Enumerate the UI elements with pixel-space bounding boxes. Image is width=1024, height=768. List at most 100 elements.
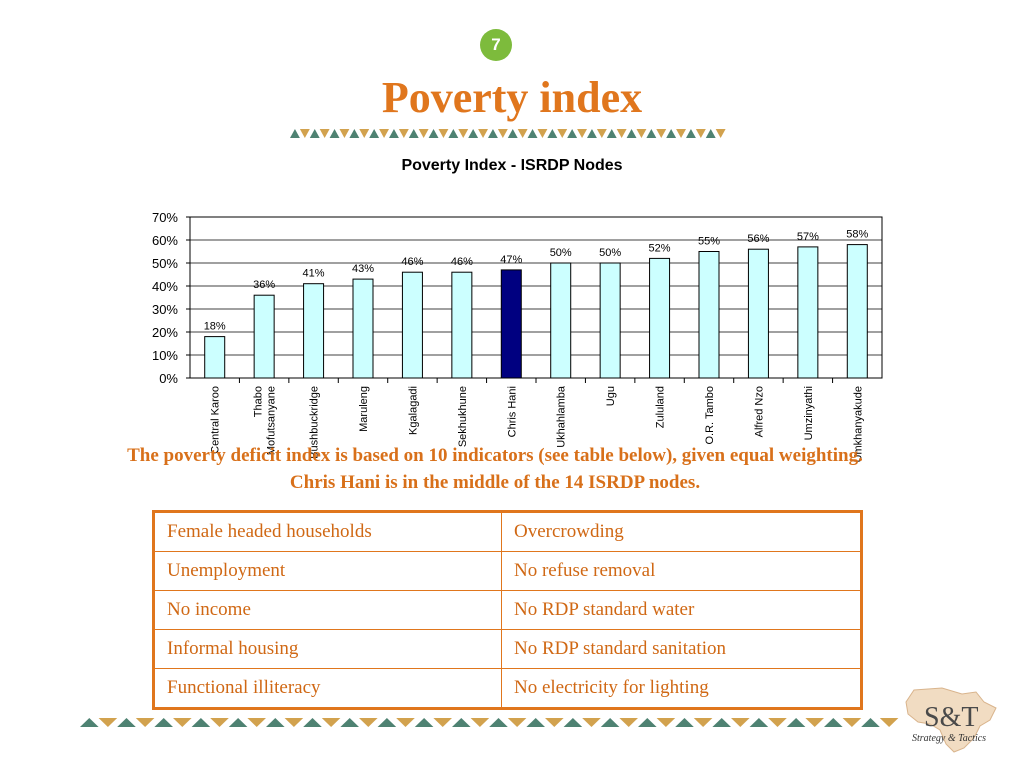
x-tick-label: ThaboMofutsanyane	[253, 386, 278, 455]
bar	[649, 257, 671, 379]
deco-triangle	[587, 129, 597, 138]
data-label: 46%	[451, 256, 473, 268]
deco-triangle	[527, 129, 538, 138]
deco-triangle	[98, 718, 118, 727]
svg-text:O.R. Tambo: O.R. Tambo	[704, 386, 716, 445]
top-triangle-border	[290, 129, 726, 138]
deco-triangle	[80, 718, 99, 727]
deco-triangle	[448, 129, 459, 138]
deco-triangle	[693, 718, 713, 727]
y-tick-label: 40%	[152, 279, 178, 294]
x-tick-label: Kgalagadi	[407, 386, 419, 435]
africa-map-icon	[905, 687, 997, 753]
svg-text:ThaboMofutsanyane: ThaboMofutsanyane	[253, 386, 278, 455]
bar	[253, 294, 275, 379]
x-tick-label: Central Karoo	[210, 386, 222, 454]
deco-triangle	[359, 718, 378, 727]
data-label: 58%	[846, 229, 868, 241]
deco-triangle	[805, 718, 824, 727]
deco-triangle	[731, 718, 750, 727]
caption-line-1: The poverty deficit index is based on 10…	[127, 445, 863, 466]
table-cell: No refuse removal	[501, 551, 862, 591]
deco-triangle	[489, 718, 508, 727]
deco-triangle	[428, 129, 439, 138]
bar	[846, 244, 868, 379]
deco-triangle	[842, 718, 862, 727]
table-row: Unemployment No refuse removal	[153, 551, 862, 591]
svg-text:Ukhahlamba: Ukhahlamba	[556, 385, 568, 448]
deco-triangle	[507, 718, 527, 727]
deco-triangle	[303, 718, 322, 727]
deco-triangle	[349, 129, 360, 138]
data-label: 41%	[303, 268, 325, 280]
deco-triangle	[247, 718, 266, 727]
deco-triangle	[321, 718, 341, 727]
table-row: No income No RDP standard water	[153, 590, 862, 630]
deco-triangle	[526, 718, 545, 727]
x-tick-label: Chris Hani	[506, 386, 518, 437]
data-label: 43%	[352, 263, 374, 275]
data-label: 52%	[649, 242, 671, 254]
data-label: 18%	[204, 321, 226, 333]
svg-text:Bushbuckridge: Bushbuckridge	[309, 386, 321, 459]
deco-triangle	[636, 129, 647, 138]
x-tick-label: Alfred Nzo	[753, 386, 765, 437]
deco-triangle	[600, 718, 620, 727]
data-label: 56%	[747, 233, 769, 245]
svg-text:Alfred Nzo: Alfred Nzo	[753, 386, 765, 437]
deco-triangle	[398, 129, 409, 138]
deco-triangle	[545, 718, 564, 727]
deco-triangle	[339, 129, 350, 138]
x-tick-label: Umkhanyakude	[852, 386, 864, 462]
svg-text:Maruleng: Maruleng	[358, 386, 370, 432]
x-tick-label: Umzinyathi	[803, 386, 815, 440]
table-row: Female headed households Overcrowding	[153, 511, 862, 552]
deco-triangle	[414, 718, 434, 727]
logo-mark: S&T	[924, 702, 979, 733]
deco-triangle	[290, 129, 300, 138]
deco-triangle	[117, 718, 136, 727]
data-label: 57%	[797, 231, 819, 243]
x-tick-label: Sekhukhune	[457, 386, 469, 447]
deco-triangle	[675, 718, 694, 727]
bar	[204, 336, 226, 379]
bar	[451, 271, 473, 379]
deco-triangle	[715, 129, 726, 138]
x-tick-label: Zululand	[655, 386, 667, 428]
deco-triangle	[173, 718, 192, 727]
x-tick-label: Ugu	[605, 386, 617, 406]
data-label: 36%	[253, 279, 275, 291]
x-tick-label: Ukhahlamba	[556, 385, 568, 448]
slide-title: Poverty index	[381, 73, 643, 122]
caption-line-2: Chris Hani is in the middle of the 14 IS…	[289, 472, 701, 493]
deco-triangle	[712, 718, 731, 727]
table-row: Informal housing No RDP standard sanitat…	[153, 629, 862, 669]
table-cell: No electricity for lighting	[501, 668, 862, 709]
svg-text:Sekhukhune: Sekhukhune	[457, 386, 469, 447]
svg-text:Chris Hani: Chris Hani	[506, 386, 518, 437]
slide-number: 7	[491, 35, 501, 54]
x-tick-label: Maruleng	[358, 386, 370, 432]
y-tick-label: 0%	[159, 371, 178, 386]
table-cell: Overcrowding	[501, 511, 862, 552]
deco-triangle	[567, 129, 578, 138]
deco-triangle	[547, 129, 558, 138]
deco-triangle	[695, 129, 706, 138]
y-tick-label: 50%	[152, 256, 178, 271]
data-label: 55%	[698, 236, 720, 248]
deco-triangle	[478, 129, 488, 138]
deco-triangle	[470, 718, 490, 727]
bar	[401, 271, 423, 379]
deco-triangle	[418, 129, 429, 138]
data-label: 50%	[550, 247, 572, 259]
deco-triangle	[408, 129, 419, 138]
deco-triangle	[468, 129, 479, 138]
bar	[352, 278, 374, 379]
y-tick-label: 70%	[152, 210, 178, 225]
deco-triangle	[359, 129, 370, 138]
table-cell: Informal housing	[153, 629, 502, 669]
deco-triangle	[377, 718, 397, 727]
deco-triangle	[319, 129, 330, 138]
table-cell: Female headed households	[153, 511, 502, 552]
deco-triangle	[749, 718, 769, 727]
